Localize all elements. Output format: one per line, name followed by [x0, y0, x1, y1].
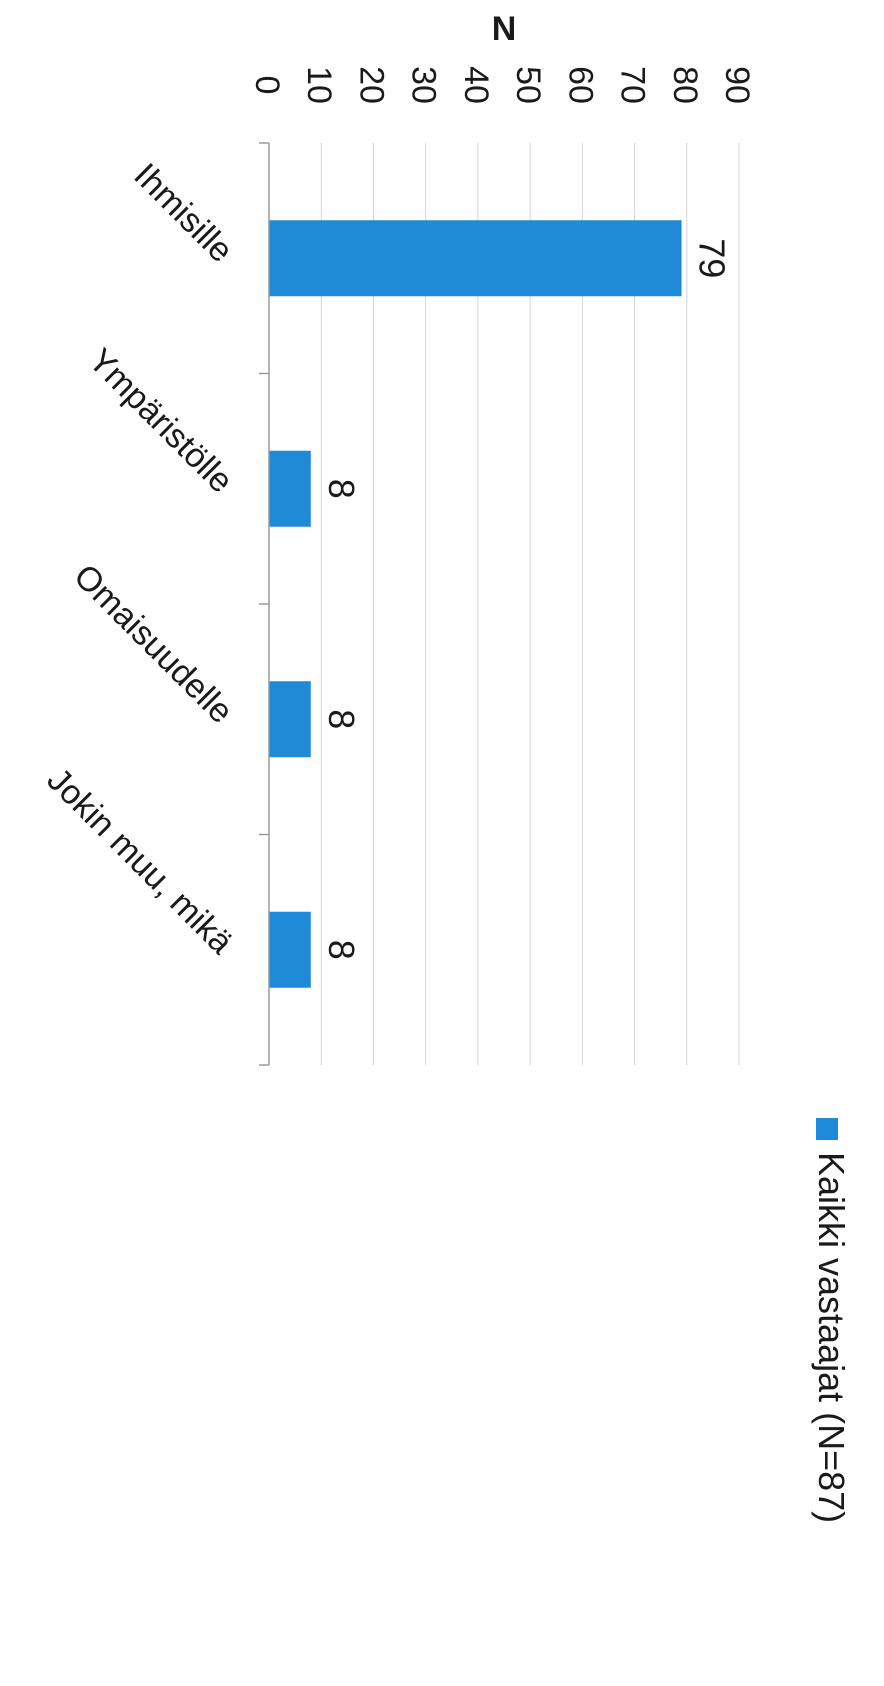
tick-label-40: 40: [457, 66, 495, 104]
tick-label-20: 20: [352, 66, 390, 104]
labels: 0 10 20 30 40 50 60 70 80 90 N 79 Ihmisille 8 Ympärist…: [40, 10, 756, 961]
tick-label-80: 80: [666, 66, 704, 104]
bar-2: [268, 450, 311, 527]
category-label-4: Jokin muu, mikä: [40, 761, 241, 962]
gridlines: [268, 143, 740, 1065]
tick-label-50: 50: [509, 66, 547, 104]
y-axis-title: N: [492, 10, 517, 48]
bar-1: [269, 220, 682, 297]
tick-label-60: 60: [561, 66, 599, 104]
legend-label: Kaikki vastaajat (N=87): [811, 1152, 852, 1523]
bar-4: [268, 911, 311, 988]
bar-3: [268, 681, 311, 758]
category-label-2: Ympäristölle: [81, 341, 240, 500]
legend-swatch: [816, 1118, 838, 1140]
tick-label-90: 90: [718, 66, 756, 104]
value-label-1: 79: [692, 238, 733, 278]
tick-label-30: 30: [405, 66, 443, 104]
axes: [259, 142, 270, 1066]
legend: Kaikki vastaajat (N=87): [811, 1118, 852, 1523]
bars: [268, 220, 682, 988]
category-label-3: Omaisuudelle: [66, 557, 240, 731]
value-label-4: 8: [321, 940, 362, 960]
rotated-chart-group: 0 10 20 30 40 50 60 70 80 90 N 79 Ihmisille 8 Ympärist…: [40, 10, 852, 1523]
value-label-2: 8: [321, 479, 362, 499]
tick-label-0: 0: [248, 76, 286, 95]
tick-label-10: 10: [300, 66, 338, 104]
value-label-3: 8: [321, 709, 362, 729]
tick-label-70: 70: [614, 66, 652, 104]
category-label-1: Ihmisille: [127, 156, 241, 270]
